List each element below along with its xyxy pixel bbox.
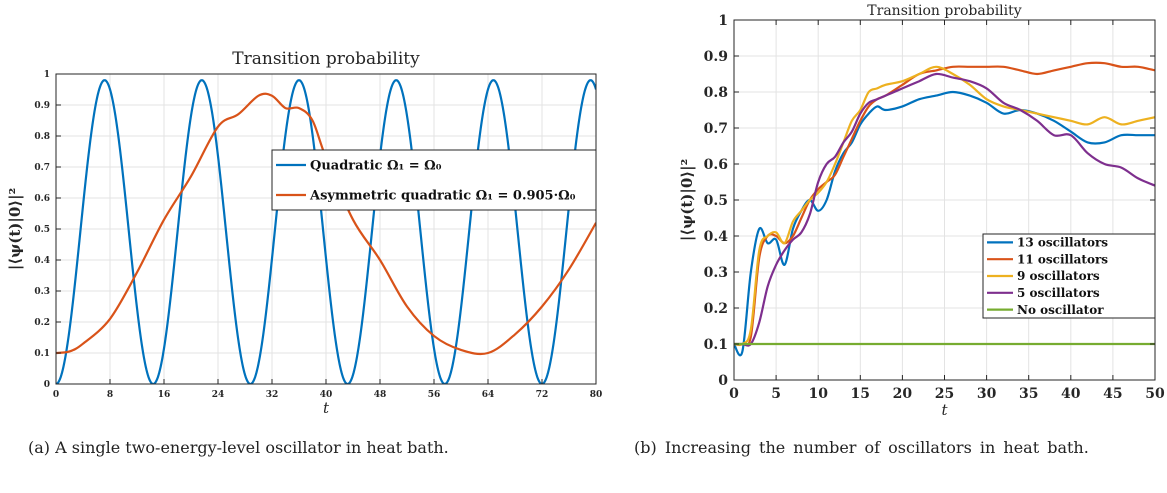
y-tick-label: 0	[718, 373, 728, 389]
x-tick-label: 32	[266, 390, 279, 400]
x-tick-label: 35	[1019, 386, 1038, 402]
legend-label: 5 oscillators	[1017, 286, 1100, 300]
y-tick-label: 1	[44, 70, 50, 80]
legend: 13 oscillators 11 oscillators 9 oscillator…	[982, 233, 1156, 319]
x-tick-label: 30	[977, 386, 997, 402]
y-tick-label: 0.7	[34, 163, 50, 173]
y-tick-label: 0.8	[704, 85, 728, 101]
x-tick-label: 48	[374, 390, 387, 400]
y-tick-label: 0.1	[704, 337, 728, 353]
x-tick-label: 5	[771, 386, 781, 402]
y-tick-label: 0.9	[704, 49, 728, 65]
y-tick-label: 1	[718, 13, 728, 29]
y-tick-label: 0.3	[34, 287, 50, 297]
chart-title: Transition probability	[232, 49, 420, 69]
x-tick-label: 24	[212, 390, 225, 400]
x-tick-label: 0	[729, 386, 739, 402]
y-tick-label: 0.9	[34, 101, 50, 111]
x-tick-label: 45	[1103, 386, 1122, 402]
y-tick-label: 0.4	[704, 229, 729, 245]
y-tick-label: 0.1	[34, 349, 50, 359]
legend: Quadratic Ω₁ = Ω₀ Asymmetric quadratic Ω₁…	[271, 149, 597, 211]
x-tick-label: 80	[590, 390, 603, 400]
x-tick-label: 40	[1061, 386, 1081, 402]
legend-label: Quadratic Ω₁ = Ω₀	[310, 159, 442, 174]
legend-label: Asymmetric quadratic Ω₁ = 0.905·Ω₀	[309, 189, 576, 204]
series-group	[56, 79, 596, 384]
x-tick-label: 64	[482, 390, 495, 400]
x-tick-label: 10	[808, 386, 828, 402]
x-tick-label: 40	[320, 390, 333, 400]
x-tick-label: 25	[935, 386, 954, 402]
y-axis-label: |⟨ψ(t)|0⟩|²	[678, 159, 696, 241]
legend-label: 11 oscillators	[1017, 252, 1108, 266]
legend-label: 13 oscillators	[1017, 236, 1108, 250]
y-tick-label: 0.5	[34, 225, 50, 235]
x-tick-label: 16	[158, 390, 171, 400]
chart-title: Transition probability	[867, 3, 1021, 19]
y-tick-label: 0	[44, 380, 50, 390]
figure: 0 8 16 24 32 40 48 56 64 72 8000.10.20.30.40.50.60…	[6, 3, 1165, 419]
x-tick-label: 50	[1145, 386, 1165, 402]
x-tick-label: 56	[428, 390, 441, 400]
y-axis-label: |⟨ψ(t)|0⟩|²	[6, 188, 24, 270]
x-tick-label: 8	[107, 390, 113, 400]
caption-a: (a) A single two-energy-level oscillator…	[28, 438, 449, 457]
legend-label: 9 oscillators	[1017, 269, 1100, 283]
series-line	[734, 90, 1155, 357]
y-tick-label: 0.6	[704, 157, 728, 173]
x-tick-label: 20	[893, 386, 913, 402]
y-tick-label: 0.2	[704, 301, 728, 317]
series-line	[56, 92, 596, 356]
chart-a: 0 8 16 24 32 40 48 56 64 72 80 0 0.1 0.2 0.3 0.4 0.5 0.6 0…	[6, 49, 602, 417]
legend-label: No oscillator	[1017, 303, 1104, 317]
x-tick-label: 15	[851, 386, 870, 402]
legend-box	[271, 149, 597, 211]
caption-b: (b) Increasing the number of oscillators…	[634, 438, 1089, 457]
x-axis-label: t	[323, 399, 330, 417]
y-tick-label: 0.8	[34, 132, 50, 142]
y-tick-label: 0.4	[34, 256, 50, 266]
chart-b: 0 5 10 15 20 25 30 35 40 45 50 0 0.1 0.2 0.3 0.4 0.5 0.6 0…	[678, 3, 1165, 419]
y-tick-label: 0.7	[704, 121, 728, 137]
y-tick-label: 0.2	[34, 318, 50, 328]
y-tick-label: 0.6	[34, 194, 50, 204]
x-tick-label: 72	[536, 390, 549, 400]
x-axis-label: t	[941, 401, 948, 419]
y-tick-label: 0.5	[704, 193, 728, 209]
series-line	[56, 79, 596, 384]
series-line	[734, 72, 1155, 347]
x-tick-label: 0	[53, 390, 59, 400]
series-line	[734, 65, 1155, 347]
y-tick-label: 0.3	[704, 265, 728, 281]
series-group	[734, 61, 1155, 357]
